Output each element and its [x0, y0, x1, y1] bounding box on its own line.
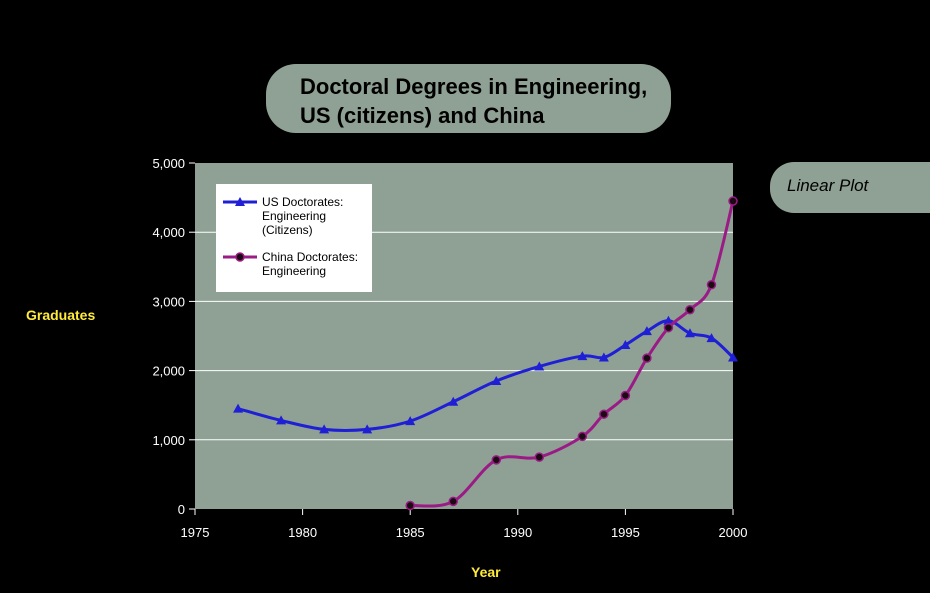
y-axis-title: Graduates [26, 307, 95, 323]
us-data-point [577, 351, 588, 361]
chart-title-line-2: US (citizens) and China [300, 103, 545, 128]
us-data-point [405, 416, 416, 426]
us-legend-label: Engineering [262, 209, 326, 223]
china-data-point [663, 322, 674, 333]
x-tick-label: 1990 [503, 525, 532, 540]
china-data-point [620, 390, 631, 401]
china-legend-label: China Doctorates: [262, 250, 358, 264]
china-data-point [642, 353, 652, 363]
us-legend-label: US Doctorates: [262, 195, 343, 209]
y-tick-label: 1,000 [152, 433, 185, 448]
us-legend-marker [235, 197, 245, 206]
china-data-point [577, 431, 588, 442]
us-data-point [276, 415, 287, 425]
china-data-point [405, 500, 415, 511]
us-data-point [663, 315, 674, 325]
y-tick-label: 2,000 [152, 364, 185, 379]
y-tick-label: 3,000 [152, 294, 185, 309]
china-data-point [599, 409, 609, 419]
chart-title-line-1: Doctoral Degrees in Engineering, [300, 74, 648, 99]
us-data-point [362, 424, 373, 434]
y-tick-label: 5,000 [152, 156, 185, 171]
x-tick-label: 1995 [611, 525, 640, 540]
x-tick-label: 2000 [719, 525, 748, 540]
china-legend-label: Engineering [262, 264, 326, 278]
china-legend-marker [235, 252, 245, 262]
x-tick-label: 1980 [288, 525, 317, 540]
us-legend-label: (Citizens) [262, 223, 313, 237]
china-data-point [685, 304, 695, 315]
x-tick-label: 1975 [181, 525, 210, 540]
us-data-point [598, 352, 609, 362]
us-data-point [448, 396, 459, 406]
us-data-point [620, 339, 631, 349]
china-data-point [448, 496, 458, 507]
china-data-point [728, 196, 738, 206]
us-data-point [319, 424, 330, 434]
x-tick-label: 1985 [396, 525, 425, 540]
chart-title: Doctoral Degrees in Engineering, US (cit… [266, 64, 671, 133]
linear-plot-label: Linear Plot [770, 162, 930, 213]
us-data-point [491, 375, 502, 385]
y-tick-label: 0 [178, 502, 185, 517]
us-data-point [684, 328, 695, 338]
china-data-point [534, 452, 545, 462]
y-tick-label: 4,000 [152, 225, 185, 240]
us-data-point [233, 403, 244, 413]
x-axis-title: Year [471, 564, 501, 580]
us-data-point [706, 333, 717, 343]
us-data-point [728, 352, 738, 362]
china-data-point [491, 455, 502, 465]
us-series-line [237, 319, 735, 433]
china-data-point [706, 280, 717, 290]
us-data-point [641, 326, 652, 336]
us-data-point [534, 361, 545, 371]
